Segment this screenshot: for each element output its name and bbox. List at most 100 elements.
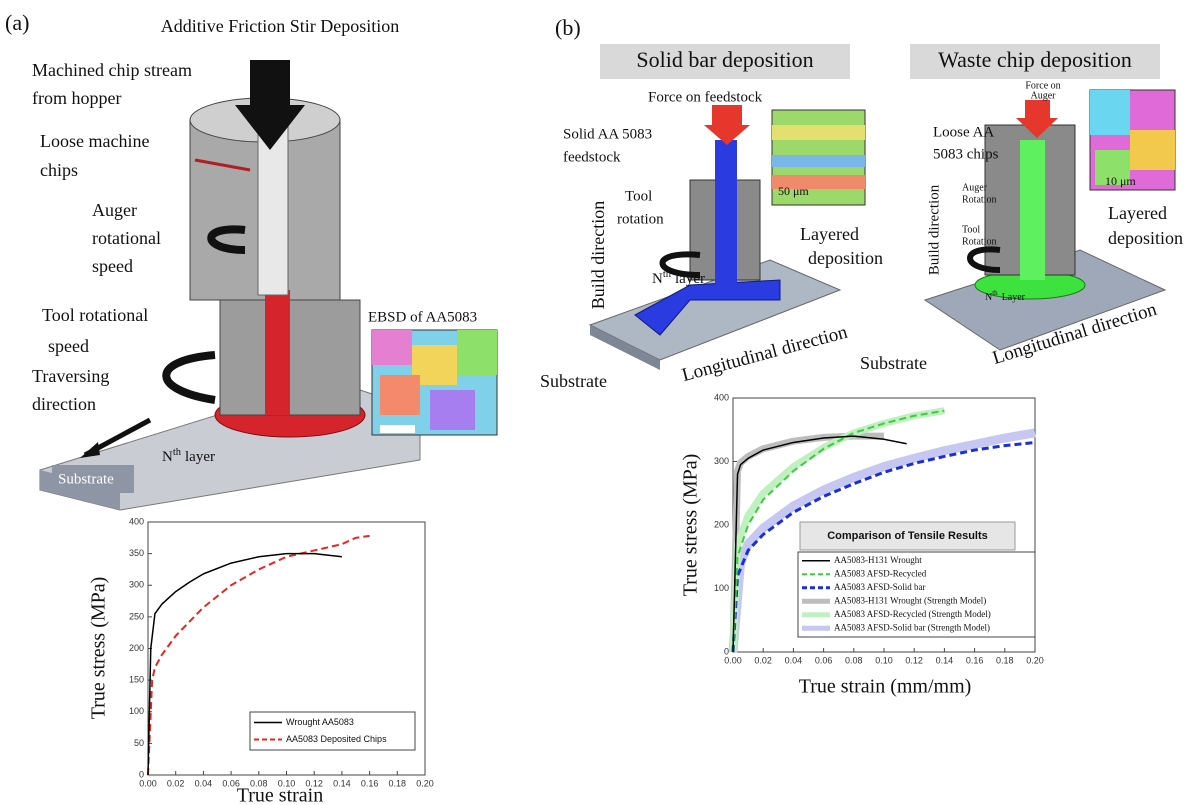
y-tick-label: 250 — [129, 611, 144, 621]
panel-label: (a) — [5, 10, 29, 35]
y-axis-label: True stress (MPa) — [680, 454, 702, 597]
x-tick-label: 0.18 — [996, 655, 1014, 665]
figure: (a) Additive Friction Stir Deposition Ma… — [0, 0, 1199, 805]
label: Force on feedstock — [648, 89, 763, 105]
y-tick-label: 100 — [129, 706, 144, 716]
label: Layered — [800, 224, 859, 244]
x-axis-label: True strain — [237, 785, 323, 805]
x-tick-label: 0.02 — [754, 655, 772, 665]
label: Build direction — [588, 201, 608, 309]
label: 5083 chips — [933, 146, 999, 162]
legend-label: AA5083 AFSD-Solid bar — [834, 582, 926, 592]
x-tick-label: 0.14 — [333, 778, 351, 788]
label: rotational — [92, 228, 161, 248]
label-base: N — [162, 449, 173, 465]
label: Tool — [625, 188, 652, 204]
label: Auger — [92, 200, 137, 220]
label: deposition — [808, 248, 883, 268]
label: Rotation — [962, 194, 996, 205]
x-tick-label: 0.16 — [966, 655, 984, 665]
y-axis-label: True stress (MPa) — [88, 577, 110, 720]
x-tick-label: 0.00 — [724, 655, 742, 665]
x-tick-label: 0.02 — [167, 778, 185, 788]
y-tick-label: 300 — [714, 456, 729, 466]
label: Substrate — [540, 371, 607, 391]
label: rotation — [617, 211, 664, 227]
label: Tool rotational — [42, 305, 148, 325]
x-tick-label: 0.04 — [785, 655, 803, 665]
x-tick-label: 0.16 — [361, 778, 379, 788]
y-tick-label: 100 — [714, 583, 729, 593]
x-tick-label: 0.04 — [195, 778, 213, 788]
x-tick-label: 0.14 — [936, 655, 954, 665]
y-tick-label: 0 — [724, 646, 729, 656]
scale-label: 50 μm — [778, 184, 809, 198]
y-tick-label: 50 — [134, 738, 144, 748]
label: Build direction — [926, 184, 942, 275]
label: Substrate — [58, 471, 114, 487]
label: deposition — [1108, 228, 1183, 248]
legend-label: AA5083 AFSD-Recycled (Strength Model) — [834, 609, 991, 619]
legend-label: AA5083 Deposited Chips — [286, 734, 387, 744]
label: chips — [40, 160, 78, 180]
label: from hopper — [32, 88, 121, 108]
label-base: N — [652, 271, 663, 287]
afsd-diagram — [40, 60, 497, 510]
label-base: N — [985, 292, 992, 303]
y-tick-label: 0 — [139, 769, 144, 779]
label: speed — [92, 256, 133, 276]
y-tick-label: 300 — [129, 580, 144, 590]
label: Traversing — [32, 366, 109, 386]
scale-label: 10 μm — [1105, 174, 1136, 188]
label: Solid AA 5083 — [563, 126, 652, 142]
x-tick-label: 0.10 — [875, 655, 893, 665]
legend-label: AA5083 AFSD-Solid bar (Strength Model) — [834, 622, 990, 632]
label: Auger — [962, 182, 988, 193]
legend-title: Comparison of Tensile Results — [827, 530, 988, 542]
y-tick-label: 150 — [129, 675, 144, 685]
x-tick-label: 0.06 — [815, 655, 833, 665]
x-tick-label: 0.08 — [845, 655, 863, 665]
x-tick-label: 0.12 — [905, 655, 923, 665]
label-rest: layer — [675, 271, 705, 287]
label: Machined chip stream — [32, 60, 192, 80]
x-tick-label: 0.20 — [416, 778, 434, 788]
label: EBSD of AA5083 — [368, 309, 477, 325]
nth-layer-label: Nthlayer — [652, 269, 705, 287]
label-rest: Layer — [1002, 292, 1026, 303]
label: Auger — [1031, 90, 1057, 101]
label: Rotation — [962, 236, 996, 247]
title: Additive Friction Stir Deposition — [161, 16, 400, 36]
label: speed — [48, 336, 89, 356]
label-sup: th — [663, 269, 672, 280]
legend-label: AA5083-H131 Wrought (Strength Model) — [834, 595, 986, 605]
box-title: Waste chip deposition — [938, 47, 1132, 72]
label-sup: th — [173, 447, 182, 458]
x-tick-label: 0.00 — [139, 778, 157, 788]
label: Layered — [1108, 203, 1167, 223]
legend-label: AA5083 AFSD-Recycled — [834, 568, 927, 578]
label: Loose machine — [40, 131, 149, 151]
x-tick-label: 0.20 — [1026, 655, 1044, 665]
label: Substrate — [860, 353, 927, 373]
y-tick-label: 200 — [714, 519, 729, 529]
box-title: Solid bar deposition — [636, 47, 813, 72]
legend-label: Wrought AA5083 — [286, 717, 354, 727]
panel-label: (b) — [555, 15, 581, 40]
label: Loose AA — [933, 124, 994, 140]
y-tick-label: 400 — [129, 516, 144, 526]
label: feedstock — [563, 149, 621, 165]
y-tick-label: 200 — [129, 643, 144, 653]
label-sup: th — [992, 289, 998, 297]
y-tick-label: 350 — [129, 548, 144, 558]
label-rest: layer — [185, 449, 215, 465]
label: Tool — [962, 224, 980, 235]
legend-label: AA5083-H131 Wrought — [834, 555, 922, 565]
x-axis-label: True strain (mm/mm) — [799, 676, 972, 698]
x-tick-label: 0.18 — [389, 778, 407, 788]
y-tick-label: 400 — [714, 392, 729, 402]
label: direction — [32, 394, 96, 414]
